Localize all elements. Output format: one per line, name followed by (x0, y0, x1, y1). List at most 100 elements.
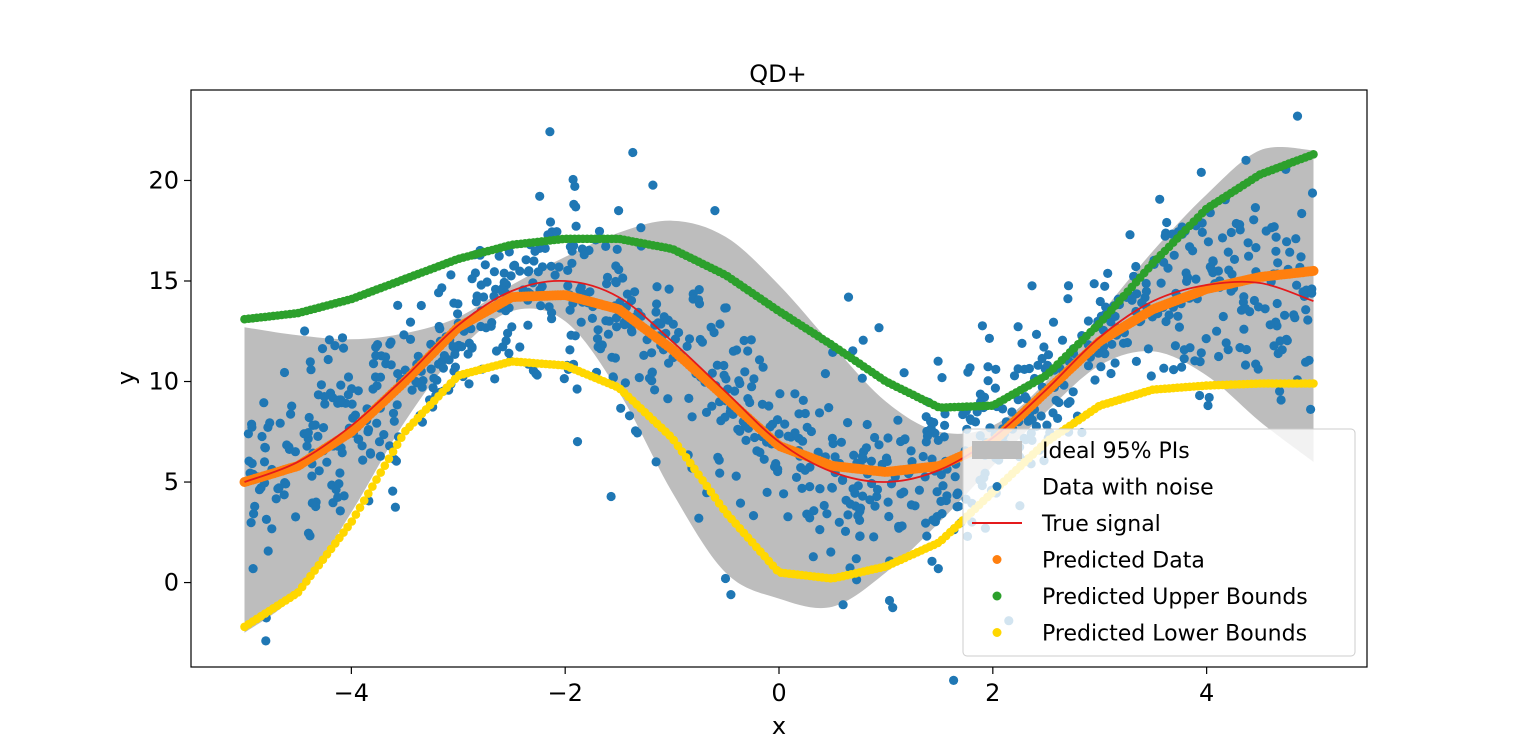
noise-point (869, 532, 879, 542)
noise-point (865, 495, 875, 505)
noise-point (247, 422, 257, 432)
noise-point (1240, 360, 1251, 370)
noise-point (1125, 230, 1135, 240)
noise-point (1275, 386, 1285, 396)
noise-point (1122, 338, 1132, 348)
noise-point (899, 487, 909, 497)
noise-point (1239, 324, 1249, 334)
noise-point (647, 348, 657, 358)
noise-point (390, 502, 400, 512)
legend-box (962, 428, 1356, 657)
legend-swatch (992, 555, 1002, 564)
noise-point (1292, 280, 1302, 290)
noise-point (682, 341, 692, 351)
noise-point (444, 355, 454, 365)
noise-point (546, 261, 556, 271)
noise-point (336, 395, 346, 405)
noise-point (813, 447, 823, 457)
noise-point (940, 420, 950, 430)
noise-point (1033, 360, 1043, 370)
noise-point (710, 206, 720, 216)
noise-point (618, 273, 628, 283)
noise-point (815, 525, 825, 535)
noise-point (630, 426, 641, 436)
noise-point (1271, 232, 1281, 242)
noise-point (1161, 316, 1171, 327)
noise-point (608, 373, 619, 383)
noise-point (494, 251, 504, 261)
noise-point (375, 451, 385, 461)
noise-point (762, 487, 772, 497)
noise-point (338, 343, 349, 353)
noise-point (611, 313, 622, 323)
noise-point (537, 281, 547, 291)
noise-point (333, 492, 343, 502)
noise-point (1203, 237, 1213, 247)
noise-point (840, 526, 851, 537)
noise-point (663, 315, 673, 325)
noise-point (628, 147, 638, 158)
x-tick-label: 4 (1199, 679, 1214, 707)
noise-point (1277, 345, 1287, 355)
noise-point (1043, 350, 1054, 360)
noise-point (606, 491, 616, 502)
noise-point (515, 266, 525, 276)
noise-point (286, 409, 296, 419)
noise-point (630, 287, 640, 297)
noise-point (265, 418, 275, 428)
noise-point (449, 298, 459, 308)
noise-point (375, 372, 386, 382)
noise-point (694, 285, 704, 295)
noise-point (814, 408, 825, 418)
predicted-lower-bounds-point (351, 510, 361, 519)
noise-point (836, 437, 847, 447)
noise-point (1103, 268, 1113, 278)
noise-point (1212, 326, 1222, 336)
noise-point (715, 468, 725, 478)
noise-point (1162, 217, 1172, 228)
noise-point (267, 524, 277, 534)
noise-point (764, 401, 774, 411)
y-tick-label: 20 (148, 166, 179, 194)
noise-point (707, 401, 717, 411)
legend-item: Ideal 95% PIs (972, 439, 1190, 464)
noise-point (563, 265, 573, 275)
noise-point (388, 486, 398, 496)
noise-point (271, 494, 281, 504)
noise-point (1221, 338, 1231, 348)
noise-point (1273, 258, 1283, 268)
noise-point (336, 380, 346, 390)
predicted-lower-bounds-point (397, 433, 406, 443)
noise-point (405, 317, 416, 327)
noise-point (428, 383, 438, 393)
noise-point (1017, 338, 1027, 348)
noise-point (819, 500, 829, 511)
noise-point (1031, 329, 1042, 339)
noise-point (563, 281, 573, 291)
noise-point (932, 487, 942, 497)
noise-point (416, 300, 426, 311)
noise-point (1301, 357, 1311, 367)
noise-point (1197, 227, 1207, 237)
noise-point (906, 500, 917, 510)
noise-point (1226, 227, 1236, 238)
noise-point (572, 384, 582, 394)
noise-point (1214, 351, 1224, 362)
noise-point (254, 485, 265, 495)
noise-point (1155, 194, 1165, 204)
noise-point (487, 318, 497, 328)
noise-point (337, 448, 347, 458)
noise-point (1292, 111, 1303, 121)
noise-point (1307, 188, 1318, 198)
noise-point (504, 348, 514, 358)
noise-point (1141, 286, 1151, 296)
noise-point (374, 437, 385, 447)
noise-point (565, 345, 575, 355)
predicted-lower-bounds-point (355, 503, 365, 512)
noise-point (1013, 322, 1023, 332)
noise-point (721, 374, 731, 384)
noise-point (1195, 390, 1205, 401)
legend-item: Predicted Lower Bounds (992, 622, 1307, 647)
noise-point (1019, 364, 1029, 374)
noise-point (918, 451, 928, 462)
